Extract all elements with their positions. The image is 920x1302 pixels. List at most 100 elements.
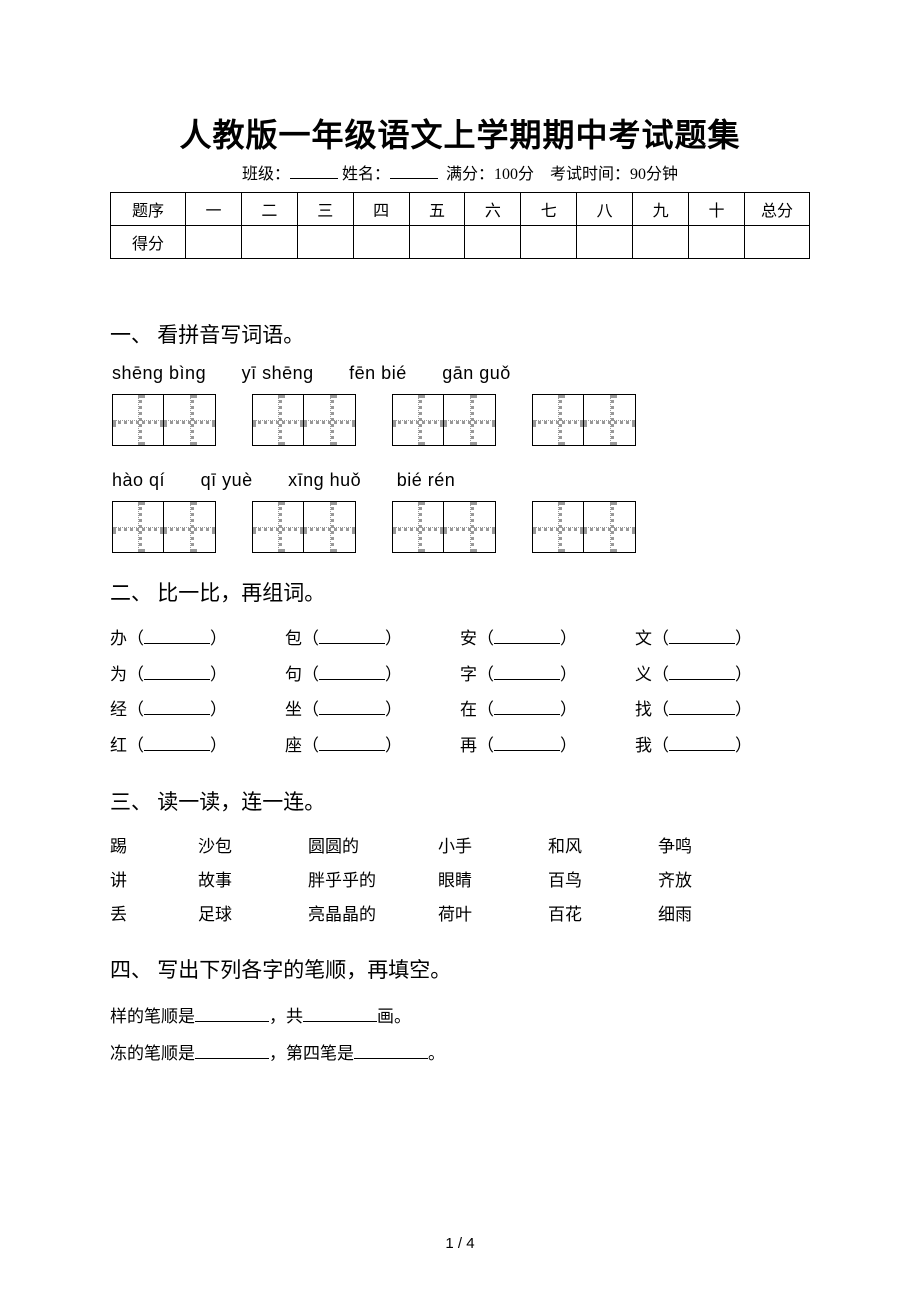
q4-blank[interactable] [195, 1021, 269, 1022]
pinyin: xīng huǒ [288, 470, 361, 490]
score-cell[interactable] [521, 226, 577, 259]
name-blank[interactable] [390, 162, 438, 179]
q2-blank[interactable] [669, 679, 735, 680]
q3-cell: 胖乎乎的 [308, 864, 438, 898]
q2-row: 办（） 包（） 安（） 文（） [110, 621, 810, 657]
q3-heading: 三、 读一读，连一连。 [110, 786, 810, 816]
score-cell[interactable] [297, 226, 353, 259]
q2-blank[interactable] [144, 643, 210, 644]
fullscore-label: 满分： [446, 166, 494, 183]
q2-blank[interactable] [319, 750, 385, 751]
q1-pinyin-line-1: shēng bìng yī shēng fēn bié gān guǒ [112, 363, 810, 384]
score-col: 一 [186, 193, 242, 226]
q2-blank[interactable] [144, 750, 210, 751]
q2-blank[interactable] [494, 679, 560, 680]
q3-cell: 百花 [548, 898, 658, 932]
q2-blank[interactable] [494, 714, 560, 715]
q2-blank[interactable] [319, 643, 385, 644]
time-value: 90分钟 [630, 166, 678, 183]
tianzige[interactable] [392, 394, 496, 446]
score-col: 八 [577, 193, 633, 226]
score-col: 二 [241, 193, 297, 226]
tianzige[interactable] [532, 501, 636, 553]
q2-char: 包 [285, 629, 302, 648]
tianzige[interactable] [252, 501, 356, 553]
tianzige[interactable] [112, 394, 216, 446]
q2-row: 红（） 座（） 再（） 我（） [110, 728, 810, 764]
score-cell[interactable] [353, 226, 409, 259]
q2-blank[interactable] [144, 714, 210, 715]
tianzige[interactable] [112, 501, 216, 553]
q2-blank[interactable] [144, 679, 210, 680]
q2-char: 红 [110, 736, 127, 755]
q3-cell: 百鸟 [548, 864, 658, 898]
score-total-label: 总分 [745, 193, 810, 226]
q2-blank[interactable] [669, 750, 735, 751]
tianzige[interactable] [532, 394, 636, 446]
q2-char: 再 [460, 736, 477, 755]
score-cell[interactable] [409, 226, 465, 259]
score-row2-head: 得分 [111, 226, 186, 259]
pinyin: yī shēng [242, 363, 314, 383]
score-cell[interactable] [633, 226, 689, 259]
q2-blank[interactable] [669, 643, 735, 644]
class-label: 班级： [242, 166, 290, 183]
q3-cell: 沙包 [198, 830, 308, 864]
q4-blank[interactable] [303, 1021, 377, 1022]
tianzige[interactable] [252, 394, 356, 446]
q3-cell: 讲 [110, 864, 198, 898]
page-title: 人教版一年级语文上学期期中考试题集 [110, 110, 810, 156]
score-col: 九 [633, 193, 689, 226]
score-cell[interactable] [241, 226, 297, 259]
class-blank[interactable] [290, 162, 338, 179]
q3-cell: 细雨 [658, 898, 738, 932]
q2-row: 为（） 句（） 字（） 义（） [110, 657, 810, 693]
score-cell[interactable] [689, 226, 745, 259]
q4-text: 冻的笔顺是 [110, 1044, 195, 1063]
pinyin: fēn bié [349, 363, 407, 383]
score-col: 五 [409, 193, 465, 226]
q2-blank[interactable] [494, 643, 560, 644]
fullscore-value: 100分 [494, 166, 534, 183]
q2-char: 坐 [285, 700, 302, 719]
q2-blank[interactable] [669, 714, 735, 715]
score-table: 题序 一 二 三 四 五 六 七 八 九 十 总分 得分 [110, 192, 810, 259]
q2-blank[interactable] [319, 714, 385, 715]
q2-char: 为 [110, 665, 127, 684]
q1-boxrow-2 [112, 501, 810, 553]
score-cell[interactable] [465, 226, 521, 259]
q4-heading: 四、 写出下列各字的笔顺，再填空。 [110, 954, 810, 984]
pinyin: hào qí [112, 470, 165, 490]
q4-text: ，第四笔是 [269, 1044, 354, 1063]
q2-blank[interactable] [319, 679, 385, 680]
q3-cell: 争鸣 [658, 830, 738, 864]
score-cell[interactable] [577, 226, 633, 259]
tianzige[interactable] [392, 501, 496, 553]
q4-line-1: 样的笔顺是，共画。 [110, 998, 810, 1035]
q3-cell: 齐放 [658, 864, 738, 898]
q4-blank[interactable] [354, 1058, 428, 1059]
score-col: 四 [353, 193, 409, 226]
score-total-cell[interactable] [745, 226, 810, 259]
q4-line-2: 冻的笔顺是 ，第四笔是 。 [110, 1035, 810, 1072]
meta-line: 班级： 姓名： 满分：100分 考试时间：90分钟 [110, 160, 810, 184]
q3-row: 踢 沙包 圆圆的 小手 和风 争鸣 [110, 830, 810, 864]
page-footer: 1 / 4 [0, 1235, 920, 1252]
q2-blank[interactable] [494, 750, 560, 751]
q2-char: 文 [635, 629, 652, 648]
q2-heading: 二、 比一比，再组词。 [110, 577, 810, 607]
q2-char: 我 [635, 736, 652, 755]
q2-char: 义 [635, 665, 652, 684]
q3-body: 踢 沙包 圆圆的 小手 和风 争鸣 讲 故事 胖乎乎的 眼睛 百鸟 齐放 丢 足… [110, 830, 810, 932]
q4-blank[interactable] [195, 1058, 269, 1059]
exam-page: 人教版一年级语文上学期期中考试题集 班级： 姓名： 满分：100分 考试时间：9… [0, 0, 920, 1302]
score-col: 三 [297, 193, 353, 226]
score-cell[interactable] [186, 226, 242, 259]
q3-cell: 小手 [438, 830, 548, 864]
q2-row: 经（） 坐（） 在（） 找（） [110, 692, 810, 728]
q1-boxrow-1 [112, 394, 810, 446]
q2-char: 字 [460, 665, 477, 684]
q3-cell: 荷叶 [438, 898, 548, 932]
q4-text: 。 [428, 1044, 445, 1063]
q1-heading: 一、 看拼音写词语。 [110, 319, 810, 349]
